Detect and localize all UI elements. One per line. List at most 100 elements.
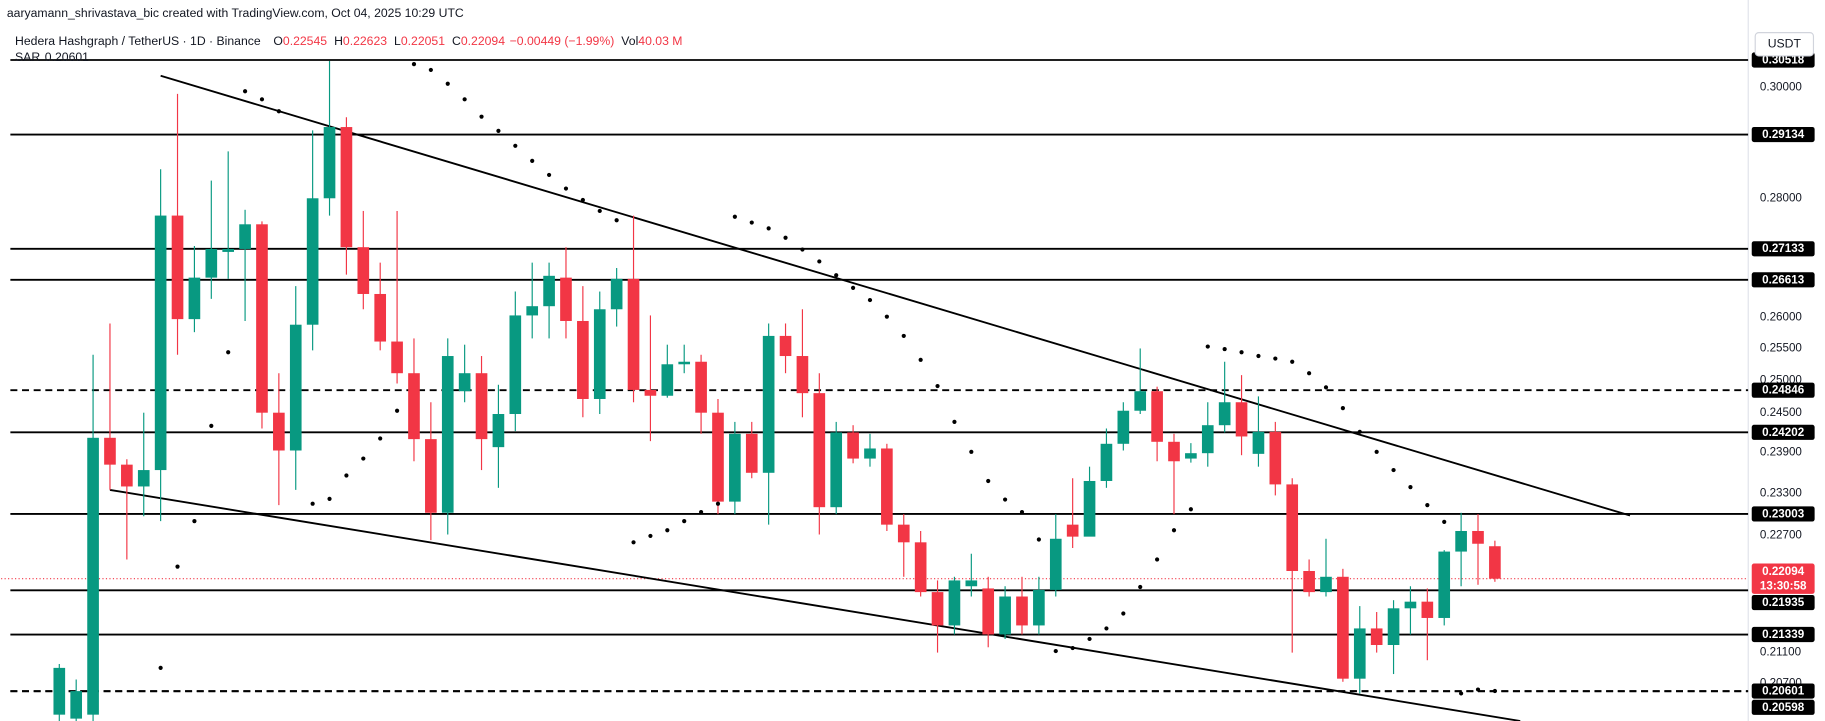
sar-dot: [1036, 537, 1041, 542]
candle-body: [1049, 538, 1062, 590]
sar-dot: [580, 197, 585, 203]
sar-dot: [732, 214, 737, 219]
sar-dot: [1307, 371, 1312, 376]
level-label: 0.26613: [1762, 273, 1805, 286]
sar-dot: [1019, 509, 1025, 515]
sar-dot: [378, 436, 383, 441]
sar-dot: [344, 473, 349, 478]
candle-body: [340, 127, 353, 248]
trendline: [109, 488, 1521, 721]
level-label-box: [1751, 272, 1815, 288]
y-tick-label: 0.25500: [1760, 342, 1803, 355]
candle-body: [273, 412, 285, 451]
sar-dot: [530, 158, 535, 163]
legend-key: H: [334, 34, 343, 48]
sar-dot: [1459, 691, 1464, 696]
level-label: 0.27133: [1762, 242, 1805, 255]
candle-body: [408, 373, 420, 440]
candle-body: [543, 275, 555, 307]
candle-body: [1320, 576, 1332, 593]
candle-body: [1016, 596, 1028, 626]
candle-body: [1404, 601, 1417, 609]
sar-dot: [1104, 626, 1109, 631]
plot-area: [1, 59, 1749, 721]
level-label-box: [1751, 594, 1815, 611]
sar-dot: [310, 501, 315, 506]
sar-dot: [1442, 519, 1447, 524]
sar-dot: [327, 496, 332, 501]
candle-body: [526, 306, 539, 316]
level-label: 0.30518: [1762, 53, 1805, 66]
sar-dot: [1391, 467, 1396, 473]
y-tick-label: 0.22700: [1760, 528, 1803, 541]
candle-body: [678, 361, 691, 365]
price-axis: 0.300000.280000.260000.255000.250000.245…: [1751, 52, 1815, 715]
sar-dot: [1425, 502, 1430, 508]
candle-body: [982, 588, 995, 635]
sar-dot: [1188, 507, 1193, 512]
sar-dot: [445, 81, 450, 86]
sar-dot: [800, 247, 805, 252]
candle-body: [712, 412, 724, 502]
candle-body: [1489, 546, 1501, 579]
y-tick-label: 0.23300: [1760, 486, 1803, 499]
candle-body: [137, 470, 150, 487]
sar-dot: [1273, 356, 1278, 361]
candle-body: [1269, 431, 1282, 485]
symbol-legend: Hedera Hashgraph / TetherUS · 1D · Binan…: [15, 34, 682, 48]
sar-dot: [698, 509, 704, 515]
candle-body: [1455, 530, 1467, 552]
candle-body: [864, 448, 876, 459]
candle-body: [154, 215, 167, 471]
sar-dot: [209, 423, 214, 428]
volume-value: 40.03 M: [638, 34, 682, 48]
sar-dot: [783, 235, 788, 240]
level-label: 0.21339: [1762, 628, 1805, 641]
sar-dot: [428, 67, 433, 73]
sar-dot: [665, 528, 670, 533]
last-price-box: [1751, 563, 1815, 594]
sar-dot: [1408, 485, 1413, 490]
sar-dot: [918, 357, 923, 362]
legend-value: 0.22545: [283, 34, 327, 48]
candle-body: [661, 364, 674, 396]
level-label: 0.29134: [1762, 128, 1805, 141]
sar-dot: [901, 333, 906, 339]
candle-body: [1117, 410, 1130, 444]
level-label-box: [1751, 424, 1815, 440]
sar-dot: [614, 218, 619, 223]
sar-dot: [1290, 359, 1295, 364]
sar-dot: [1357, 429, 1362, 434]
legend-change: −0.00449 (−1.99%): [510, 34, 615, 48]
candle-body: [1353, 628, 1366, 679]
sar-legend: SAR 0.20601: [15, 50, 89, 64]
level-label: 0.20598: [1762, 701, 1805, 714]
candle-body: [188, 277, 201, 320]
sar-dot: [1053, 648, 1058, 654]
candle-body: [1185, 453, 1197, 459]
trendline: [160, 74, 1631, 517]
level-label: 0.21935: [1762, 596, 1805, 609]
sar-name: SAR: [15, 50, 40, 64]
candle-body: [847, 432, 859, 459]
sar-dot: [1492, 688, 1497, 694]
credit: aaryamann_shrivastava_bic created with T…: [7, 6, 464, 20]
sar-dot: [631, 540, 636, 545]
candle-body: [729, 433, 741, 502]
sar-dot: [496, 128, 501, 133]
candle-body: [593, 309, 606, 399]
candle-body: [745, 433, 758, 473]
sar-dot: [1171, 528, 1177, 533]
sar-dot: [1070, 645, 1075, 651]
currency[interactable]: USDT: [1768, 36, 1802, 50]
candle-body: [948, 580, 961, 626]
candle-body: [458, 373, 471, 392]
sar-dot: [969, 449, 974, 454]
sar-dot: [1087, 636, 1092, 642]
currency-button[interactable]: [1754, 32, 1815, 57]
countdown: 13:30:58: [1760, 579, 1807, 592]
sar-dot: [715, 501, 721, 506]
candle-body: [1168, 441, 1180, 462]
sar-dot: [682, 519, 687, 524]
sar-dot: [648, 533, 653, 539]
